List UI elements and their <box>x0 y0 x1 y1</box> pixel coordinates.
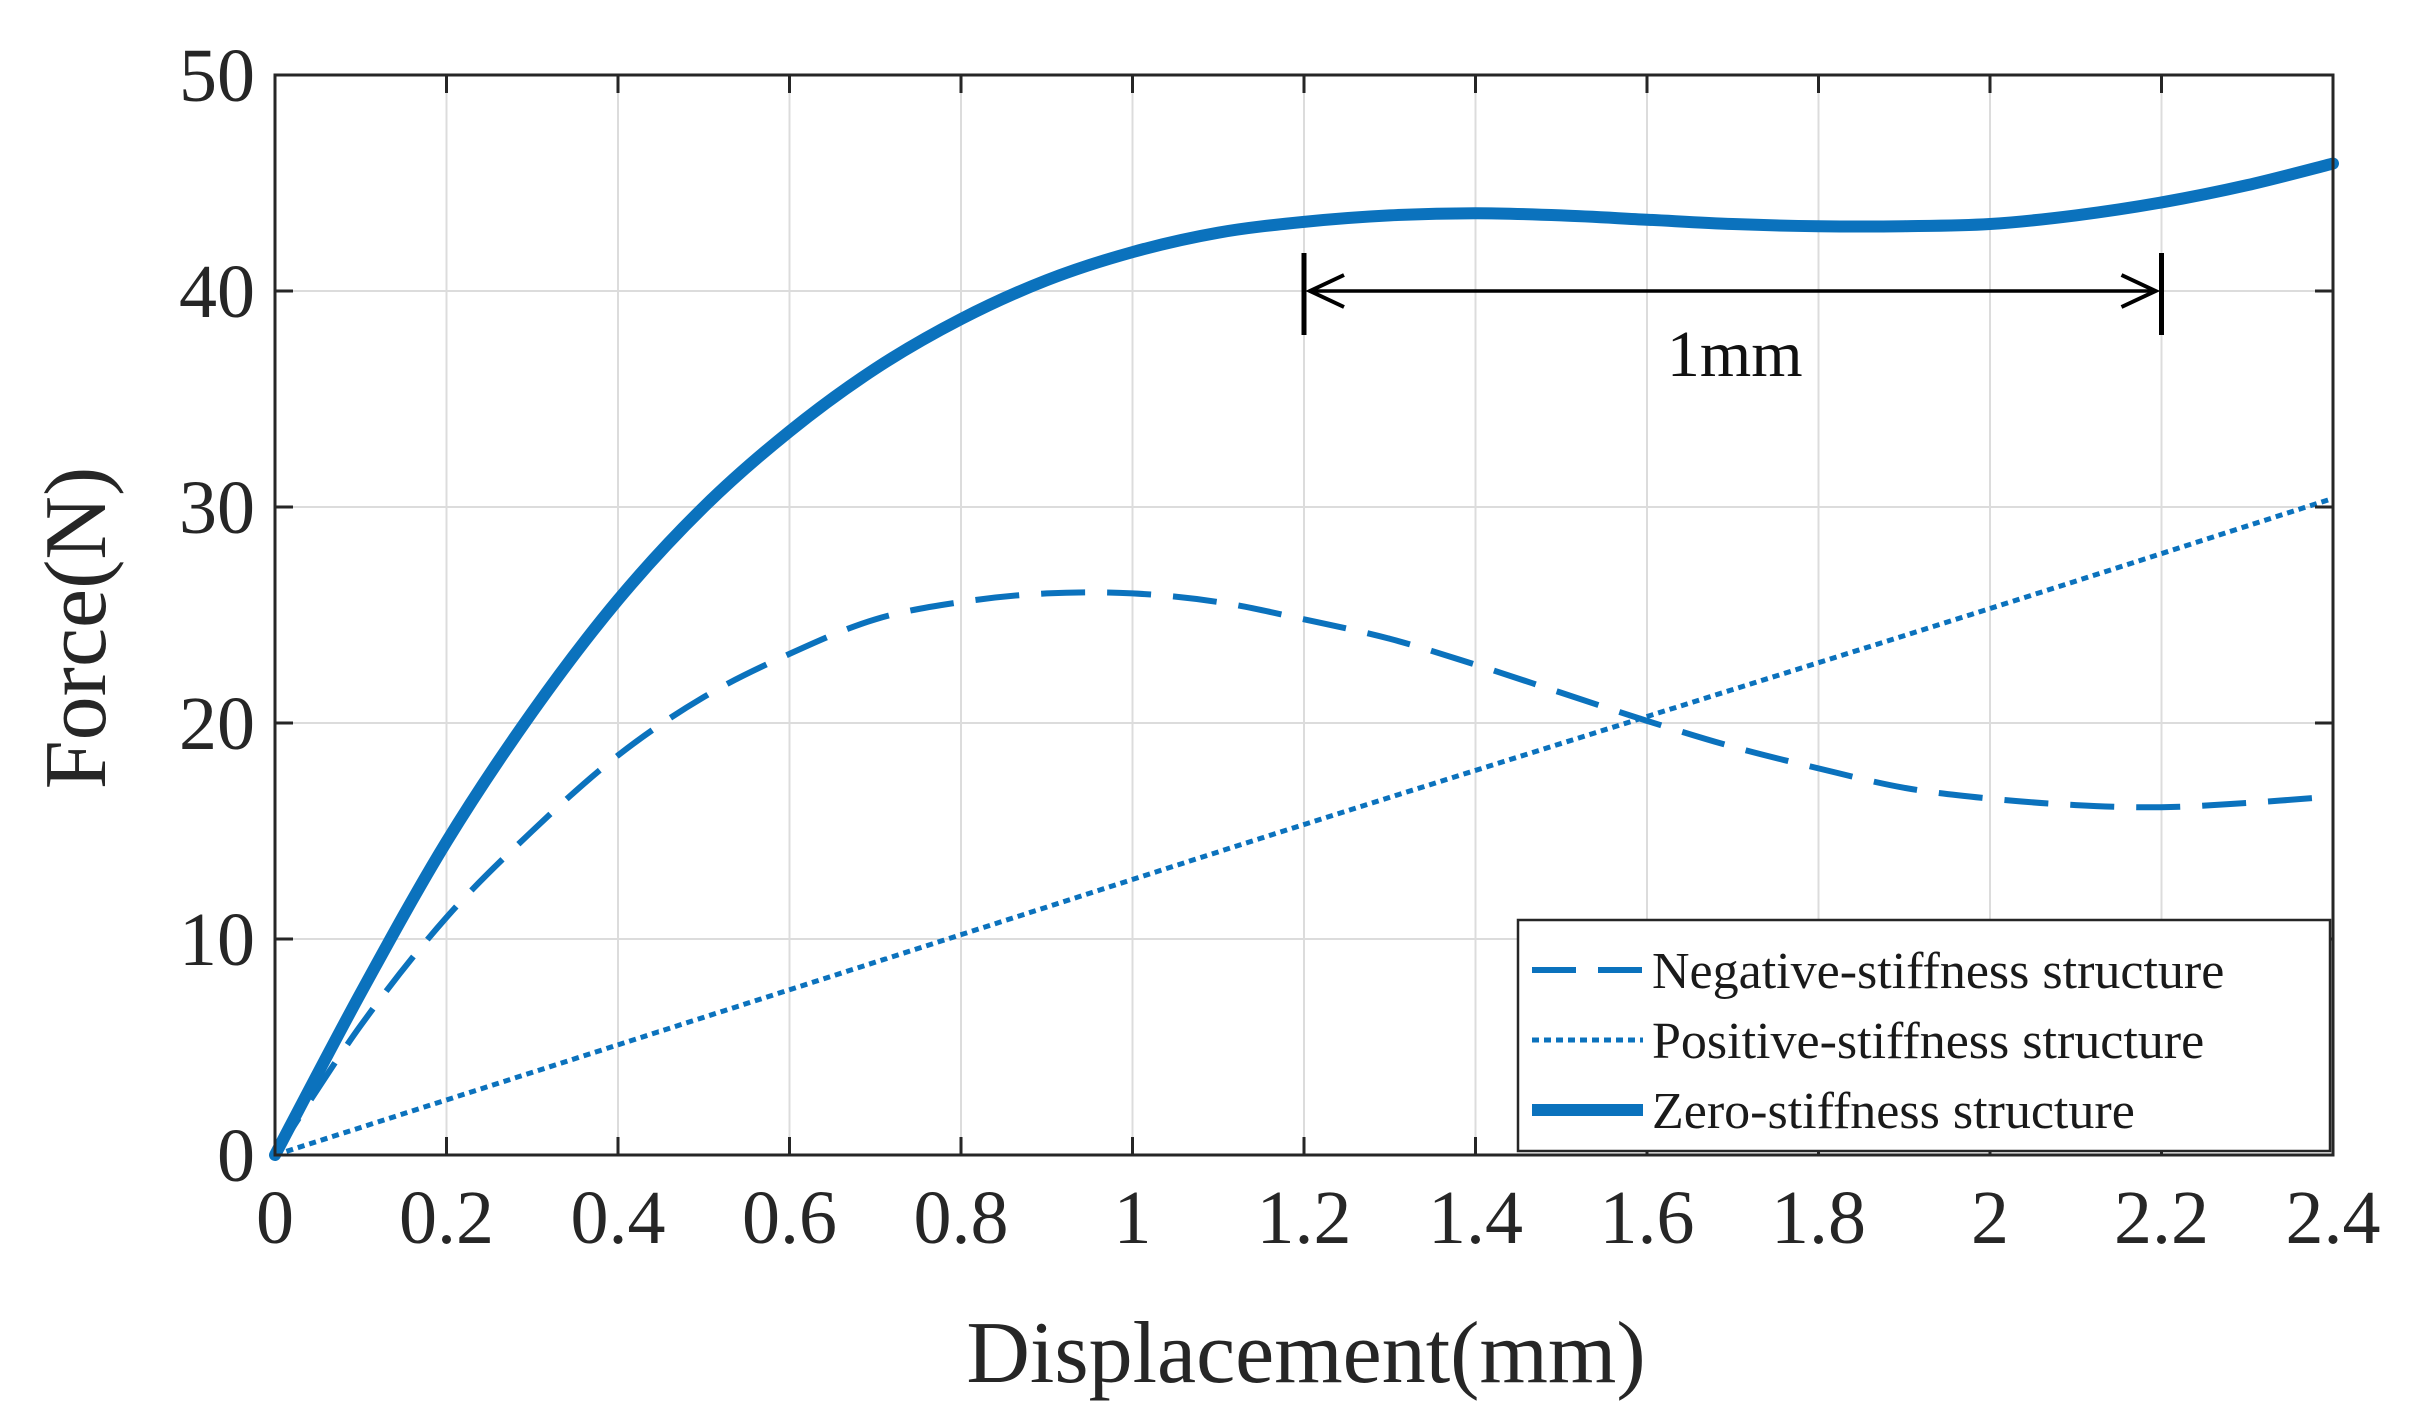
x-tick-label: 1.6 <box>1600 1176 1695 1260</box>
series-line-negative-stiffness-structure <box>272 589 2334 1157</box>
x-axis-title: Displacement(mm) <box>966 1305 1645 1402</box>
axes: 0 0.2 0.4 0.6 0.8 1 1.2 1.4 1.6 1.8 2 2.2 2.4 0 10 20 30… <box>179 34 2381 1260</box>
x-tick-label: 2 <box>1971 1176 2009 1260</box>
y-tick-label: 50 <box>179 34 255 118</box>
legend-box <box>1516 918 2332 1153</box>
legend-label: Positive-stiffness structure <box>1652 1013 2204 1070</box>
annotation: 1mm <box>1301 253 2164 391</box>
x-tick-label: 1.2 <box>1257 1176 1352 1260</box>
x-tick-label: 2.2 <box>2114 1176 2209 1260</box>
legend-label: Negative-stiffness structure <box>1652 943 2224 1000</box>
series-line-zero-stiffness-structure <box>269 157 2339 1161</box>
y-tick-label: 0 <box>217 1114 255 1198</box>
y-axis-title: Force(N) <box>28 467 125 790</box>
x-tick-label: 1.4 <box>1428 1176 1523 1260</box>
legend-label: Zero-stiffness structure <box>1652 1083 2135 1140</box>
x-tick-label: 0 <box>256 1176 294 1260</box>
y-tick-label: 40 <box>179 250 255 334</box>
x-tick-label: 0.8 <box>914 1176 1009 1260</box>
annotation-label: 1mm <box>1667 318 1803 391</box>
x-tick-label: 1.8 <box>1771 1176 1866 1260</box>
annotation-arrowhead-right <box>2120 273 2161 309</box>
x-tick-label: 2.4 <box>2286 1176 2381 1260</box>
x-tick-label: 0.2 <box>399 1176 494 1260</box>
y-tick-label: 20 <box>179 682 255 766</box>
x-tick-label: 1 <box>1114 1176 1152 1260</box>
y-tick-label: 10 <box>179 898 255 982</box>
annotation-arrowhead-left <box>1305 273 1345 309</box>
x-tick-label: 0.4 <box>571 1176 666 1260</box>
series-line-positive-stiffness-structure <box>274 495 2334 1158</box>
legend: Negative-stiffness structure Positive-sti… <box>1516 918 2332 1153</box>
series-layer <box>269 157 2339 1161</box>
y-tick-label: 30 <box>179 466 255 550</box>
x-tick-label: 0.6 <box>742 1176 837 1260</box>
